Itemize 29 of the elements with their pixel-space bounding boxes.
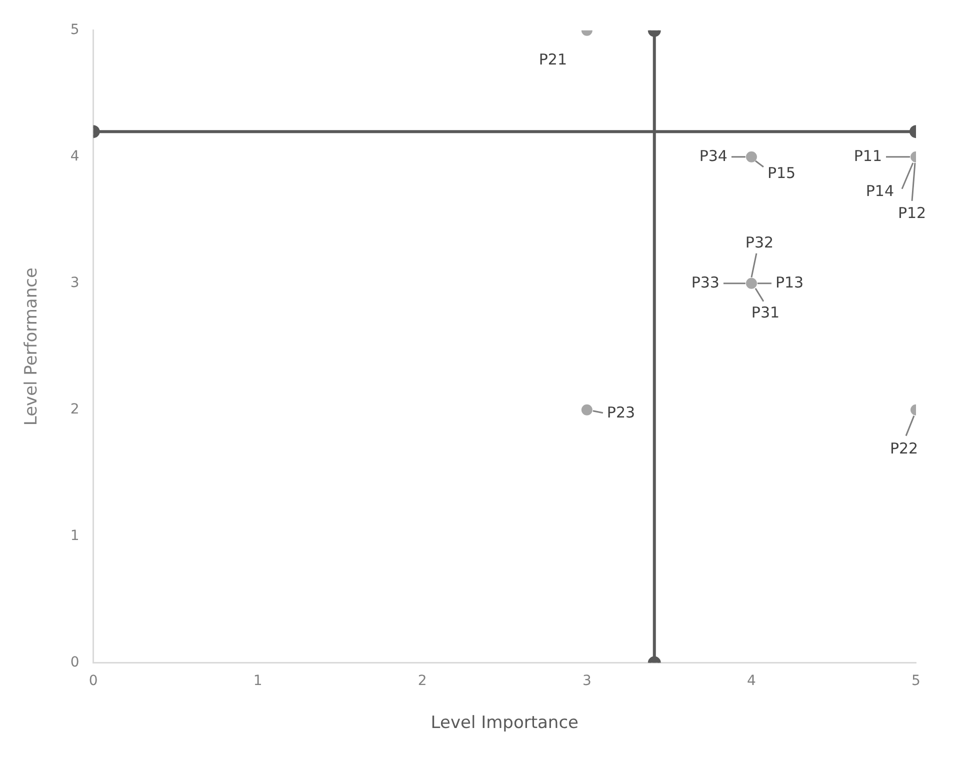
point — [746, 151, 757, 162]
annotation: P32 — [745, 233, 774, 252]
annotation: P33 — [691, 273, 720, 292]
x-tick-label: 2 — [418, 672, 427, 689]
y-axis-title: Level Performance — [22, 268, 42, 426]
annotation: P21 — [538, 50, 567, 68]
point — [581, 404, 592, 416]
annotation: P23 — [606, 404, 636, 422]
y-tick-label: 2 — [70, 401, 80, 418]
x-tick-label: 5 — [912, 672, 920, 689]
annotation: P34 — [699, 146, 728, 165]
annotation: P13 — [775, 273, 804, 292]
y-tick-label: 0 — [70, 654, 80, 670]
point — [746, 278, 757, 289]
annotation: P14 — [866, 182, 894, 200]
y-tick-label: 4 — [70, 148, 80, 165]
y-tick-label: 3 — [70, 275, 80, 291]
annotation: P12 — [898, 204, 926, 222]
y-tick-label: 5 — [70, 22, 80, 38]
x-tick-label: 3 — [582, 672, 592, 689]
annotation: P11 — [854, 146, 882, 165]
x-tick-label: 0 — [88, 672, 98, 689]
x-tick-label: 1 — [253, 672, 262, 689]
annotation: P22 — [890, 440, 918, 458]
annotation: P31 — [751, 303, 780, 322]
x-axis-title: Level Importance — [430, 713, 579, 734]
y-tick-label: 1 — [70, 528, 80, 544]
annotation: P15 — [767, 164, 796, 182]
x-tick-label: 4 — [747, 672, 756, 689]
